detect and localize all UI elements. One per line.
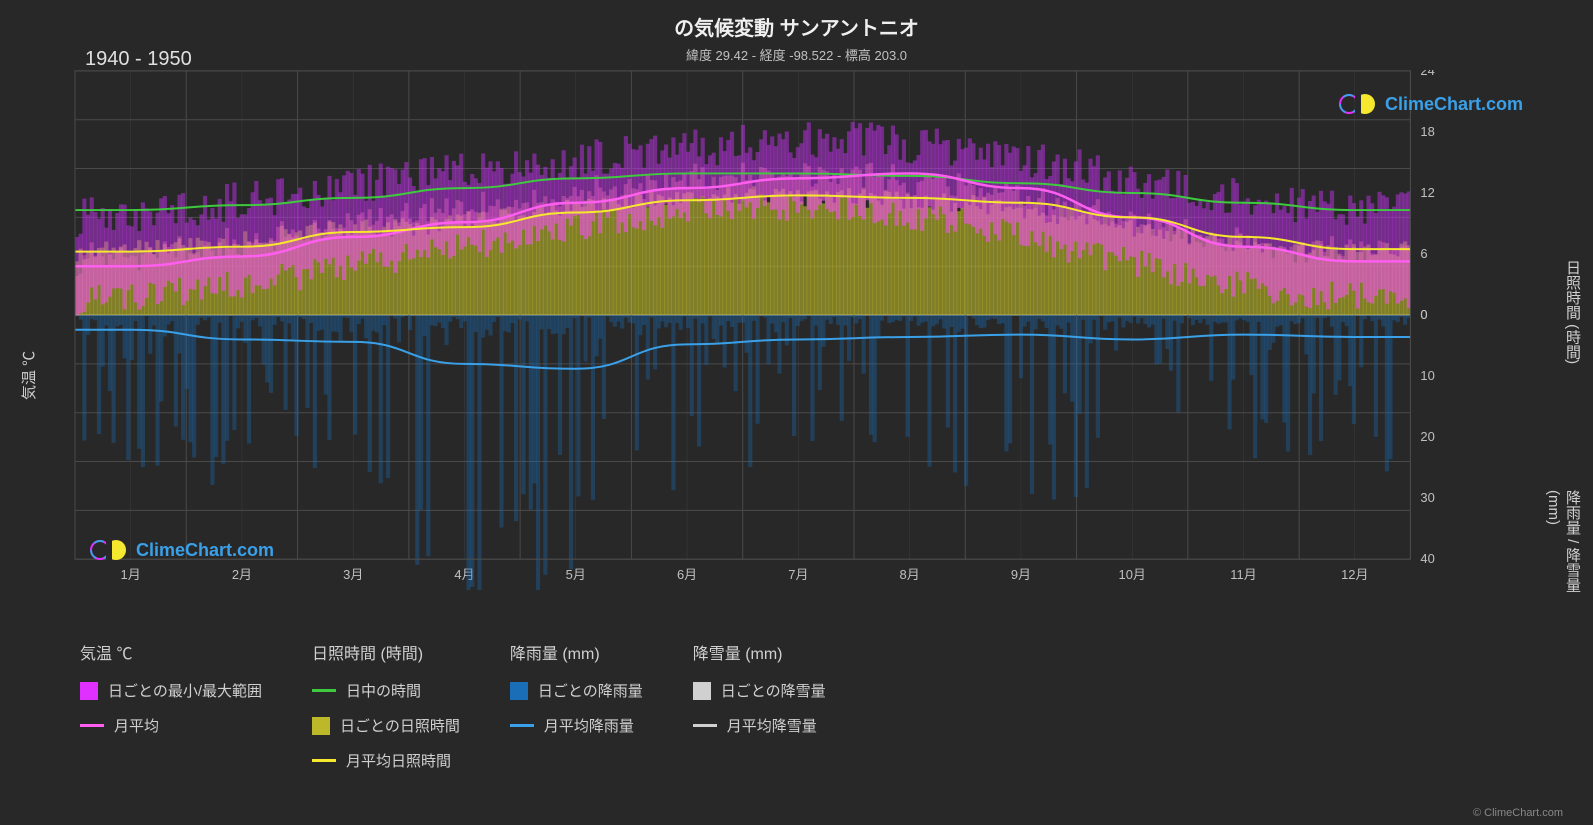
legend-title: 日照時間 (時間) xyxy=(312,640,460,664)
legend-line-icon xyxy=(510,724,534,727)
watermark-text: ClimeChart.com xyxy=(136,540,274,561)
legend-line-icon xyxy=(693,724,717,727)
svg-text:30: 30 xyxy=(1420,490,1434,505)
legend-column: 日照時間 (時間) 日中の時間日ごとの日照時間月平均日照時間 xyxy=(312,640,460,771)
legend-title: 降雪量 (mm) xyxy=(693,640,826,664)
legend-column: 降雪量 (mm) 日ごとの降雪量月平均降雪量 xyxy=(693,640,826,771)
svg-text:8月: 8月 xyxy=(900,567,920,582)
legend-title: 気温 ℃ xyxy=(80,640,262,664)
legend-item: 日ごとの日照時間 xyxy=(312,715,460,736)
legend-line-icon xyxy=(312,759,336,762)
legend-label: 月平均降雨量 xyxy=(544,715,634,736)
svg-text:7月: 7月 xyxy=(788,567,808,582)
svg-text:10月: 10月 xyxy=(1119,567,1146,582)
legend-column: 気温 ℃ 日ごとの最小/最大範囲月平均 xyxy=(80,640,262,771)
watermark-top: ClimeChart.com xyxy=(1339,92,1523,116)
svg-text:5月: 5月 xyxy=(566,567,586,582)
legend-line-icon xyxy=(312,689,336,692)
legend-swatch-icon xyxy=(510,682,528,700)
legend-swatch-icon xyxy=(80,682,98,700)
svg-text:40: 40 xyxy=(1420,551,1434,566)
svg-text:11月: 11月 xyxy=(1230,567,1256,582)
watermark-bottom: ClimeChart.com xyxy=(90,538,274,562)
legend-label: 日ごとの最小/最大範囲 xyxy=(108,680,262,701)
legend-item: 月平均日照時間 xyxy=(312,750,460,771)
legend-item: 月平均 xyxy=(80,715,262,736)
legend-item: 日中の時間 xyxy=(312,680,460,701)
svg-text:6: 6 xyxy=(1420,246,1427,261)
y-right-axis-label-bottom: 降雨量 / 降雪量 (mm) xyxy=(1545,490,1583,620)
svg-text:12: 12 xyxy=(1420,185,1434,200)
legend-item: 日ごとの最小/最大範囲 xyxy=(80,680,262,701)
legend-swatch-icon xyxy=(693,682,711,700)
legend: 気温 ℃ 日ごとの最小/最大範囲月平均 日照時間 (時間) 日中の時間日ごとの日照時間… xyxy=(80,640,1530,771)
y-left-axis-label: 気温 ℃ xyxy=(18,351,39,400)
legend-label: 日ごとの降雪量 xyxy=(721,680,826,701)
svg-text:1月: 1月 xyxy=(121,567,141,582)
legend-item: 日ごとの降雨量 xyxy=(510,680,643,701)
legend-label: 日ごとの降雨量 xyxy=(538,680,643,701)
legend-item: 月平均降雪量 xyxy=(693,715,826,736)
legend-swatch-icon xyxy=(312,717,330,735)
svg-text:6月: 6月 xyxy=(677,567,697,582)
legend-label: 月平均日照時間 xyxy=(346,750,451,771)
watermark-text: ClimeChart.com xyxy=(1385,94,1523,115)
svg-text:10: 10 xyxy=(1420,368,1434,383)
legend-item: 日ごとの降雪量 xyxy=(693,680,826,701)
svg-text:2月: 2月 xyxy=(232,567,252,582)
legend-title: 降雨量 (mm) xyxy=(510,640,643,664)
legend-line-icon xyxy=(80,724,104,727)
chart-svg: -50-40-30-20-100102030405006121824010203… xyxy=(70,70,1530,590)
chart-area: 気温 ℃ 日照時間 (時間) 降雨量 / 降雪量 (mm) -50-40-30-… xyxy=(0,60,1593,620)
svg-text:3月: 3月 xyxy=(343,567,363,582)
legend-label: 月平均降雪量 xyxy=(727,715,817,736)
svg-text:12月: 12月 xyxy=(1341,567,1368,582)
svg-text:20: 20 xyxy=(1420,429,1434,444)
svg-text:18: 18 xyxy=(1420,124,1434,139)
legend-label: 日ごとの日照時間 xyxy=(340,715,460,736)
y-right-axis-label-top: 日照時間 (時間) xyxy=(1562,260,1583,364)
svg-text:0: 0 xyxy=(1420,307,1427,322)
legend-label: 月平均 xyxy=(114,715,159,736)
legend-column: 降雨量 (mm) 日ごとの降雨量月平均降雨量 xyxy=(510,640,643,771)
chart-title: の気候変動 サンアントニオ xyxy=(0,0,1593,41)
legend-item: 月平均降雨量 xyxy=(510,715,643,736)
svg-text:24: 24 xyxy=(1420,70,1434,78)
svg-text:9月: 9月 xyxy=(1011,567,1031,582)
credit: © ClimeChart.com xyxy=(1473,807,1563,819)
legend-label: 日中の時間 xyxy=(346,680,421,701)
